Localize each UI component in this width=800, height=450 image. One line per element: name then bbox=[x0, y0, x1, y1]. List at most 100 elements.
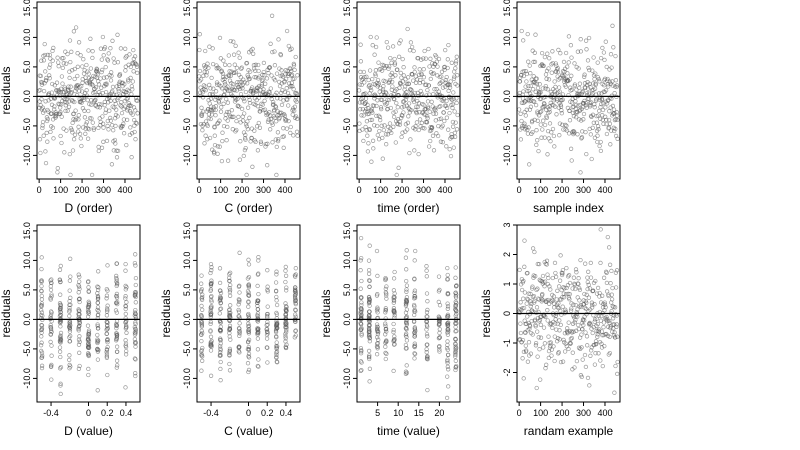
y-axis-label: residuals bbox=[0, 66, 13, 114]
data-point bbox=[40, 123, 45, 128]
data-point bbox=[114, 291, 120, 297]
data-point bbox=[375, 329, 381, 334]
data-point bbox=[535, 138, 540, 143]
data-point bbox=[359, 113, 364, 118]
data-point bbox=[551, 294, 557, 299]
data-point bbox=[213, 89, 219, 94]
data-point bbox=[369, 88, 374, 93]
data-point bbox=[101, 53, 106, 58]
data-point bbox=[246, 304, 251, 309]
data-point bbox=[560, 359, 566, 364]
data-point bbox=[375, 324, 380, 330]
data-point bbox=[123, 322, 129, 328]
data-point bbox=[246, 354, 251, 359]
data-point bbox=[523, 113, 528, 118]
data-point bbox=[256, 291, 261, 297]
data-point bbox=[565, 274, 571, 279]
data-point bbox=[453, 348, 459, 353]
data-point bbox=[283, 304, 289, 309]
data-point bbox=[518, 330, 524, 336]
x-tick-label: 100 bbox=[533, 408, 548, 418]
data-point bbox=[373, 44, 379, 50]
data-point bbox=[545, 87, 550, 92]
data-point bbox=[426, 46, 431, 52]
x-tick-label: 0.2 bbox=[261, 408, 274, 418]
data-point bbox=[602, 57, 607, 63]
data-point bbox=[274, 326, 280, 331]
data-point bbox=[67, 151, 72, 157]
data-point bbox=[229, 108, 234, 113]
data-point bbox=[114, 273, 119, 279]
data-point bbox=[247, 97, 252, 103]
data-point bbox=[272, 78, 278, 83]
data-point bbox=[560, 122, 565, 127]
data-point bbox=[586, 65, 591, 71]
data-point bbox=[55, 166, 60, 171]
data-point bbox=[227, 78, 233, 83]
data-point bbox=[43, 149, 48, 154]
data-point bbox=[588, 275, 594, 280]
data-point bbox=[121, 131, 127, 136]
data-point bbox=[200, 330, 205, 336]
data-point bbox=[552, 334, 557, 339]
data-point bbox=[117, 71, 123, 77]
data-point bbox=[114, 283, 119, 289]
data-point bbox=[274, 298, 279, 303]
data-point bbox=[286, 43, 291, 49]
data-point bbox=[361, 138, 366, 144]
data-point bbox=[593, 278, 598, 284]
data-point bbox=[592, 319, 597, 324]
data-point bbox=[227, 293, 233, 298]
data-point bbox=[585, 279, 590, 285]
data-point bbox=[544, 362, 549, 367]
data-point bbox=[403, 346, 409, 351]
data-point bbox=[555, 69, 561, 75]
data-point bbox=[552, 301, 557, 306]
data-point bbox=[115, 301, 120, 307]
data-point bbox=[283, 273, 289, 278]
data-point bbox=[408, 137, 413, 142]
data-point bbox=[284, 117, 289, 123]
data-point bbox=[124, 93, 130, 98]
data-point bbox=[210, 46, 215, 51]
data-point bbox=[454, 311, 459, 317]
data-point bbox=[109, 162, 115, 167]
data-point bbox=[613, 270, 619, 275]
data-point bbox=[425, 116, 430, 121]
y-tick-label: 5.0 bbox=[182, 284, 192, 297]
data-point bbox=[435, 133, 441, 139]
data-point bbox=[591, 120, 596, 125]
data-point bbox=[573, 302, 578, 308]
x-tick-label: 5 bbox=[375, 408, 380, 418]
data-point bbox=[113, 331, 119, 336]
data-point bbox=[246, 257, 251, 262]
data-point bbox=[236, 284, 242, 289]
data-point bbox=[95, 388, 100, 393]
data-point bbox=[584, 105, 589, 110]
data-point bbox=[400, 79, 406, 84]
data-point bbox=[61, 126, 66, 131]
data-point bbox=[226, 88, 231, 93]
y-tick-label: 0.0 bbox=[182, 313, 192, 326]
data-point bbox=[412, 65, 417, 70]
y-tick-label: 0.0 bbox=[22, 313, 32, 326]
data-point bbox=[571, 302, 576, 307]
data-point bbox=[544, 115, 549, 120]
data-point bbox=[68, 256, 73, 261]
x-tick-label: 300 bbox=[416, 185, 431, 195]
data-point bbox=[565, 71, 570, 76]
data-point bbox=[451, 145, 456, 150]
data-point bbox=[124, 330, 129, 335]
data-point bbox=[96, 312, 101, 317]
data-point bbox=[391, 114, 397, 120]
data-point bbox=[124, 117, 130, 123]
data-point bbox=[58, 354, 63, 360]
data-point bbox=[83, 131, 88, 136]
data-point bbox=[438, 116, 444, 121]
data-point bbox=[93, 85, 99, 90]
data-point bbox=[77, 350, 82, 355]
data-point bbox=[522, 264, 527, 269]
data-point bbox=[44, 130, 49, 136]
data-point bbox=[59, 114, 64, 119]
data-point bbox=[453, 329, 458, 334]
